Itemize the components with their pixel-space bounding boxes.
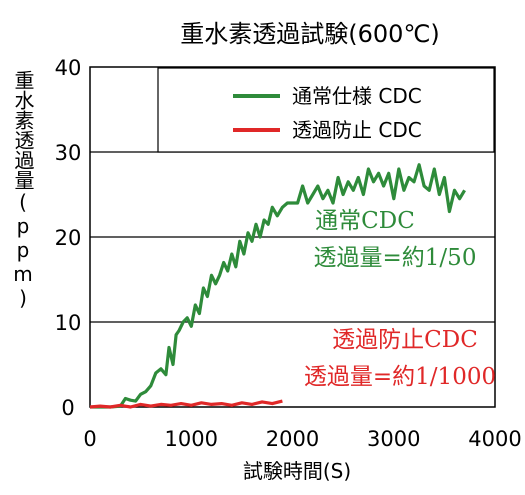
annotation-barrier: 透過防止CDC 透過量=約1/1000: [304, 327, 496, 390]
series-line-1: [89, 399, 283, 409]
annotation-barrier-line1: 透過防止CDC: [332, 327, 478, 353]
annotation-standard-line2: 透過量=約1/50: [314, 245, 477, 271]
series-lines: [89, 163, 466, 409]
y-tick-labels: 0 10 20 30 40: [55, 56, 82, 420]
x-axis-label: 試験時間(S): [243, 459, 351, 483]
legend-label-barrier: 透過防止 CDC: [292, 118, 422, 142]
annotation-standard-line1: 通常CDC: [315, 208, 415, 234]
legend-label-standard: 通常仕様 CDC: [292, 84, 422, 108]
x-tick-label: 4000: [468, 427, 521, 451]
y-tick-label: 20: [55, 226, 82, 250]
y-tick-label: 0: [61, 396, 74, 420]
annotation-standard: 通常CDC 透過量=約1/50: [314, 208, 477, 271]
legend-box: [157, 67, 495, 153]
x-tick-label: 2000: [266, 427, 319, 451]
y-tick-label: 30: [55, 141, 82, 165]
chart-title: 重水素透過試験(600℃): [180, 20, 440, 48]
x-tick-labels: 0 1000 2000 3000 4000: [83, 427, 521, 451]
series-line-0: [90, 163, 466, 409]
y-tick-label: 40: [55, 56, 82, 80]
legend: 通常仕様 CDC 透過防止 CDC: [157, 67, 495, 153]
y-tick-label: 10: [55, 311, 82, 335]
annotation-barrier-line2: 透過量=約1/1000: [304, 364, 496, 390]
x-tick-label: 0: [83, 427, 96, 451]
y-axis-label: 重水素透過量(ppm): [11, 70, 35, 310]
x-tick-label: 1000: [165, 427, 218, 451]
x-tick-label: 3000: [367, 427, 420, 451]
